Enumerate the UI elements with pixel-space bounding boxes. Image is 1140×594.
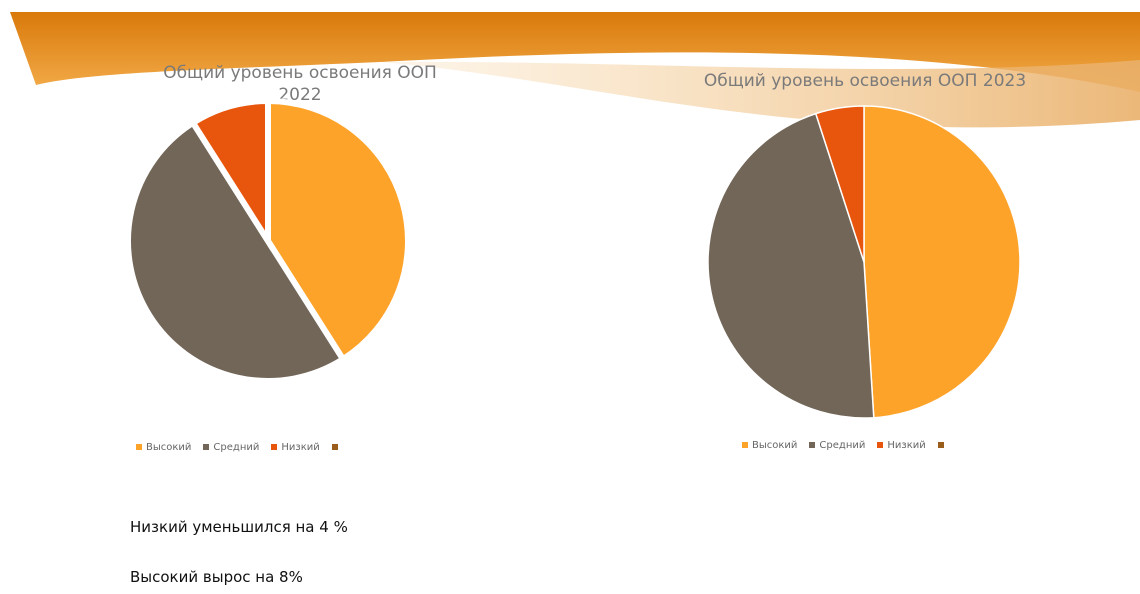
- legend-item: Средний: [809, 440, 865, 451]
- legend: Высокий Средний Низкий: [136, 442, 342, 453]
- legend-marker: [203, 444, 210, 450]
- legend-label: Низкий: [887, 440, 926, 451]
- legend-item: Высокий: [742, 440, 797, 451]
- legend-item: Низкий: [877, 440, 926, 451]
- legend-label: Высокий: [752, 440, 798, 451]
- legend-item: [331, 442, 342, 453]
- legend-label: Средний: [213, 442, 260, 453]
- header-wave: [380, 60, 1140, 128]
- pie-slice: [188, 97, 271, 252]
- legend-label: Низкий: [281, 442, 320, 453]
- legend-marker: [809, 442, 816, 448]
- legend-marker: [331, 444, 338, 450]
- note: Низкий уменьшился на 4 %: [130, 518, 348, 536]
- pie-slice: [863, 105, 1021, 419]
- legend-marker: [937, 442, 944, 448]
- pie-slice: [125, 118, 348, 384]
- pie-slice: [814, 105, 865, 263]
- legend-marker: [742, 442, 748, 448]
- legend-item: [937, 440, 948, 451]
- pie-slice: [707, 112, 875, 419]
- legend: Высокий Средний Низкий: [742, 440, 948, 451]
- legend-label: Средний: [819, 440, 866, 451]
- legend-marker: [877, 442, 884, 448]
- legend-marker: [136, 444, 142, 450]
- legend-item: Низкий: [271, 442, 320, 453]
- note: Высокий вырос на 8%: [130, 568, 303, 586]
- legend-item: Средний: [203, 442, 259, 453]
- legend-label: Высокий: [146, 442, 192, 453]
- header-band: [10, 12, 1140, 92]
- legend-item: Высокий: [136, 442, 191, 453]
- chart-title: Общий уровень освоения ООП 2023: [703, 71, 1027, 91]
- legend-marker: [271, 444, 278, 450]
